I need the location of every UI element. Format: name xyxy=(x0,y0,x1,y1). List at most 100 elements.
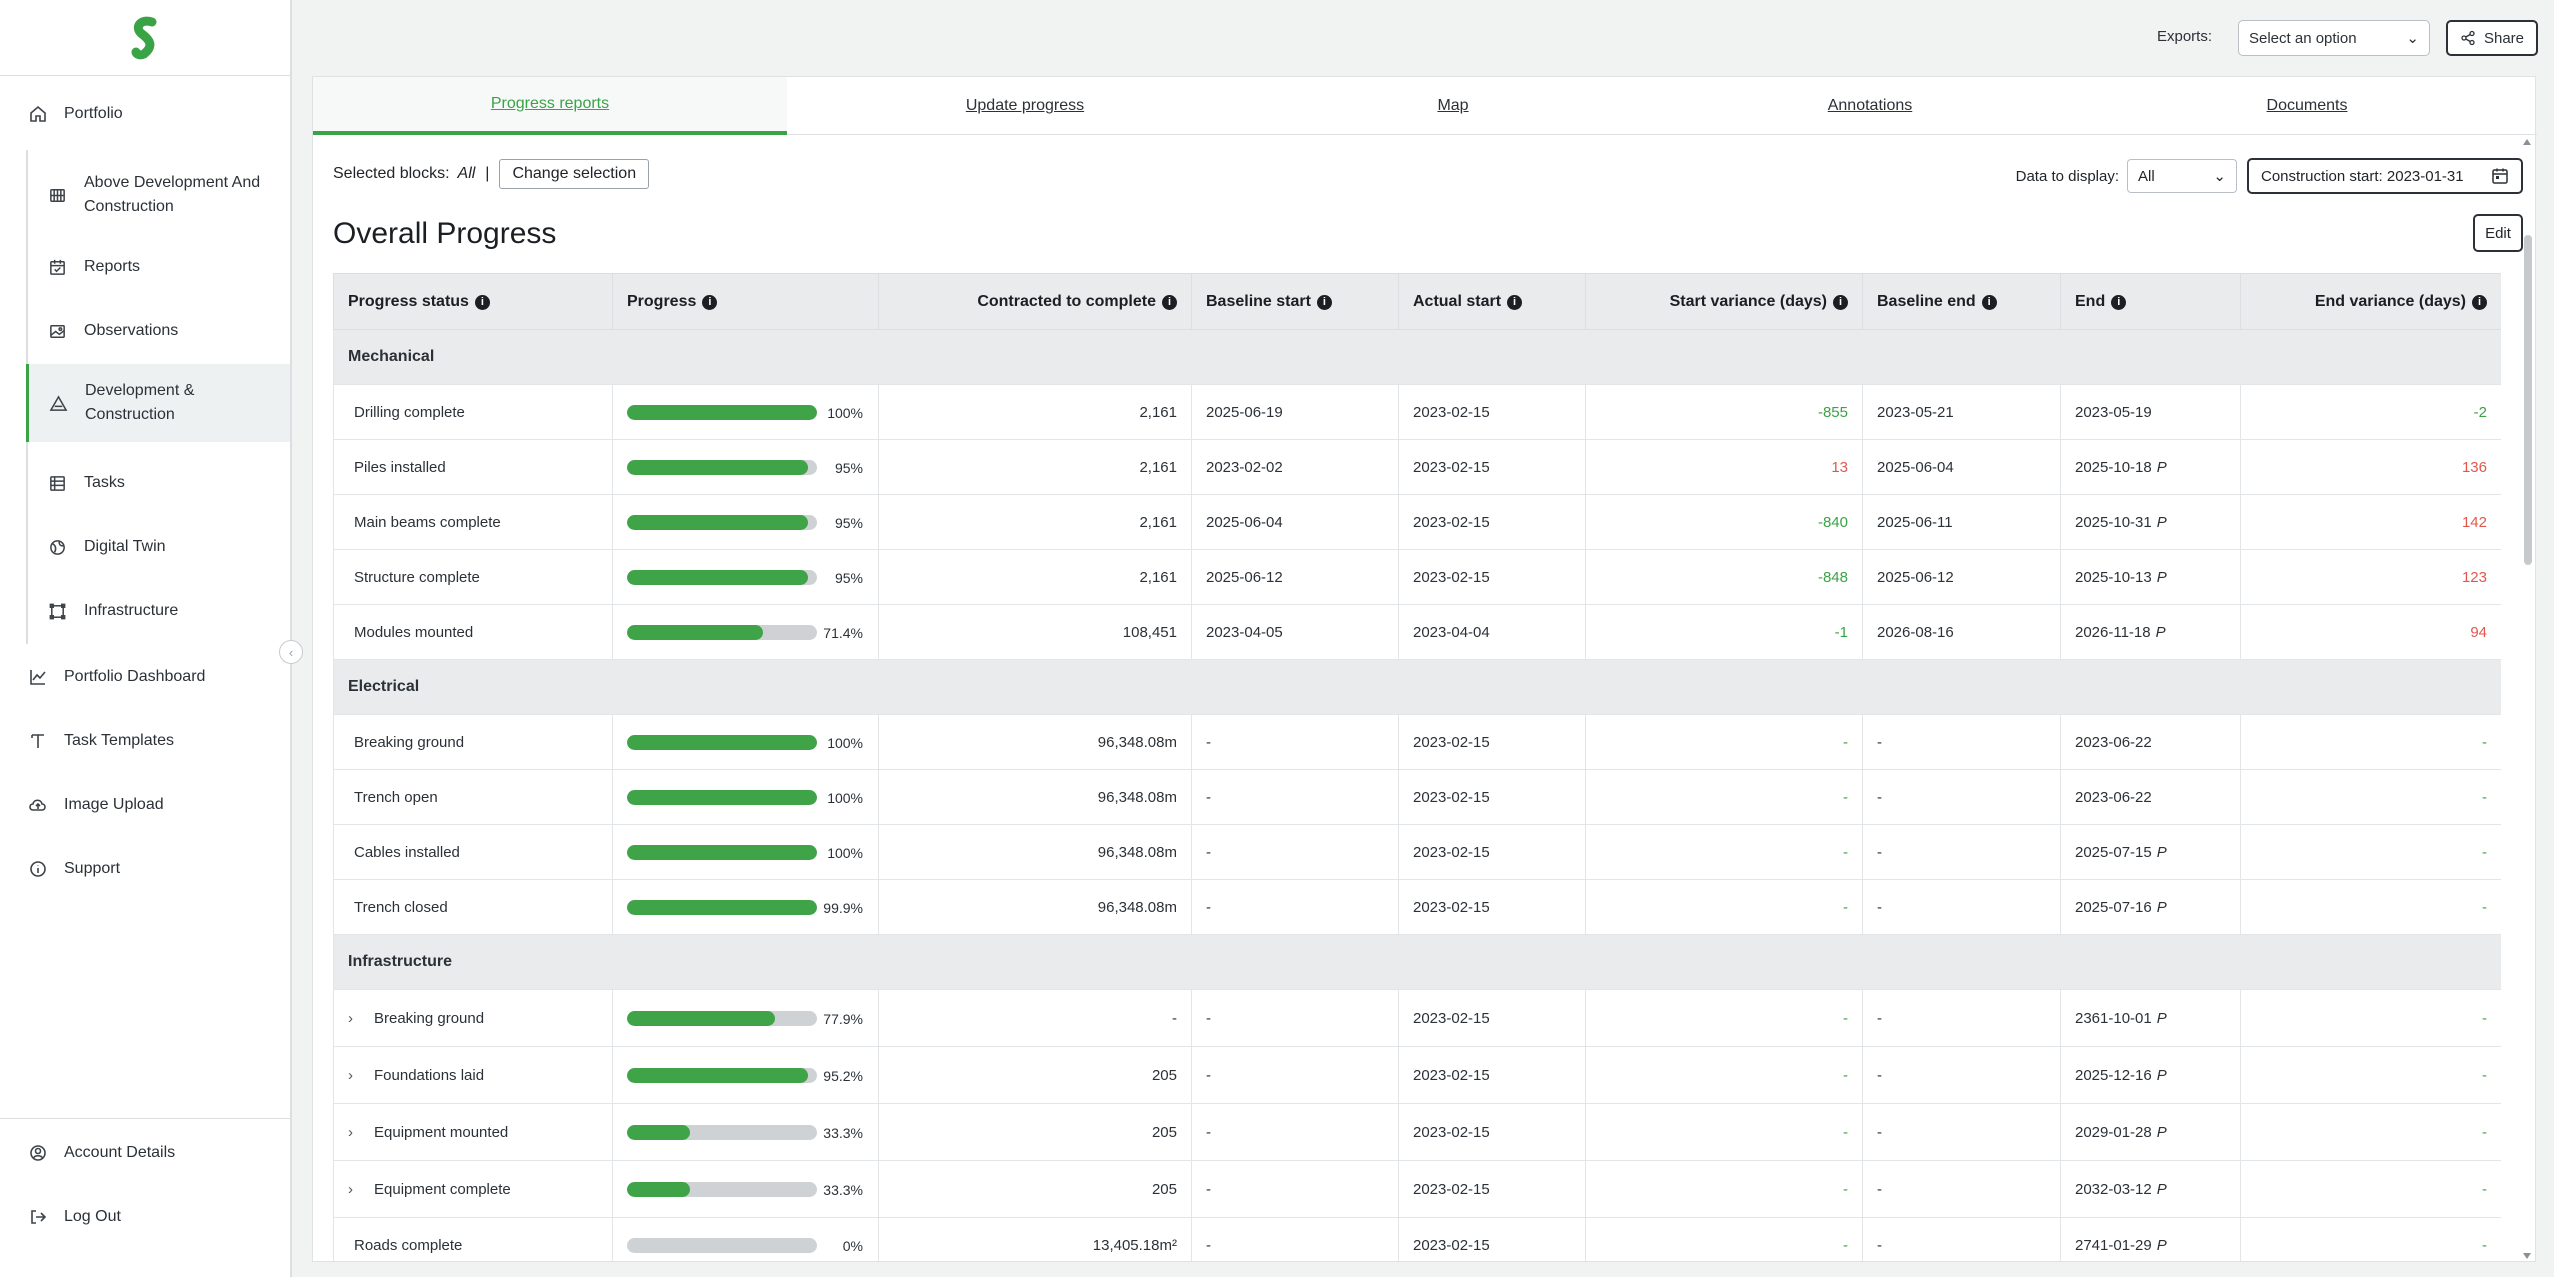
sidebar-item-tasks[interactable]: Tasks xyxy=(28,456,292,510)
collapse-sidebar-button[interactable]: ‹ xyxy=(279,640,303,664)
sidebar-item-reports[interactable]: Reports xyxy=(28,240,292,294)
info-icon[interactable]: i xyxy=(1981,294,1997,310)
progress-bar xyxy=(627,900,817,916)
cell-end-variance: - xyxy=(2240,1217,2501,1261)
info-icon[interactable]: i xyxy=(1316,294,1332,310)
sidebar-item-portfolio[interactable]: Portfolio xyxy=(26,100,123,128)
cell-end: 2023-05-19 xyxy=(2060,384,2241,440)
cell-contracted: 205 xyxy=(878,1160,1192,1218)
cell-contracted: 96,348.08m xyxy=(878,769,1192,825)
progress-fill xyxy=(627,625,763,641)
sidebar-item-infrastructure[interactable]: Infrastructure xyxy=(28,584,292,638)
cell-actual-start: 2023-02-15 xyxy=(1398,494,1586,550)
cell-contracted: 96,348.08m xyxy=(878,824,1192,880)
chevron-right-icon[interactable]: › xyxy=(348,1180,353,1198)
table-row[interactable]: › Foundations laid 95.2% 205-2023-02-15- -20… xyxy=(333,1046,2501,1104)
cell-start-variance: 13 xyxy=(1585,439,1863,495)
cell-actual-start: 2023-04-04 xyxy=(1398,604,1586,660)
cell-end-variance: - xyxy=(2240,1046,2501,1104)
cell-start-variance: - xyxy=(1585,879,1863,935)
progress-bar xyxy=(627,1182,817,1198)
cell-start-variance: - xyxy=(1585,1160,1863,1218)
cell-contracted: 13,405.18m² xyxy=(878,1217,1192,1261)
tab-documents[interactable]: Documents xyxy=(2266,97,2348,114)
info-icon[interactable]: i xyxy=(474,294,490,310)
sidebar-item-observations[interactable]: Observations xyxy=(28,304,292,358)
scroll-down-arrow[interactable] xyxy=(2523,1253,2531,1259)
sidebar-item-label: Task Templates xyxy=(64,732,174,749)
app-logo[interactable] xyxy=(0,0,290,76)
table-row[interactable]: › Breaking ground 77.9% - -2023-02-15- -2361-… xyxy=(333,989,2501,1047)
tab-annotations[interactable]: Annotations xyxy=(1827,97,1913,114)
table-row[interactable]: › Equipment mounted 33.3% 205-2023-02-15- -2… xyxy=(333,1103,2501,1161)
edit-button[interactable]: Edit xyxy=(2473,214,2523,252)
info-icon[interactable]: i xyxy=(1162,294,1177,310)
info-icon[interactable]: i xyxy=(2472,294,2487,310)
sidebar-item-account-details[interactable]: Account Details xyxy=(26,1139,175,1167)
header-baseline-start: Baseline start i xyxy=(1191,273,1399,330)
sidebar-item-log-out[interactable]: Log Out xyxy=(26,1203,121,1231)
section-label: Mechanical xyxy=(333,329,2501,385)
cell-end: 2023-06-22 xyxy=(2060,714,2241,770)
image-icon xyxy=(46,320,68,342)
cell-progress: 100% xyxy=(612,384,879,440)
sidebar-item-support[interactable]: Support xyxy=(26,855,120,883)
cell-status: Modules mounted xyxy=(333,604,613,660)
progress-percent: 77.9% xyxy=(823,1010,863,1027)
cell-end: 2025-10-18 P xyxy=(2060,439,2241,495)
cell-end-variance: 142 xyxy=(2240,494,2501,550)
scroll-up-arrow[interactable] xyxy=(2523,139,2531,145)
sidebar-item-digital-twin[interactable]: Digital Twin xyxy=(28,520,292,574)
chevron-right-icon[interactable]: › xyxy=(348,1009,353,1027)
info-icon[interactable]: i xyxy=(2111,294,2127,310)
sidebar-item-image-upload[interactable]: Image Upload xyxy=(26,791,164,819)
table-row: Cables installed 100% 96,348.08m -2023-02-1… xyxy=(333,824,2501,880)
progress-fill xyxy=(627,1068,808,1084)
tab-progress-reports[interactable]: Progress reports xyxy=(313,77,787,135)
end-date: 2025-12-16 xyxy=(2075,1066,2152,1084)
end-date: 2025-07-15 xyxy=(2075,843,2152,861)
projected-marker: P xyxy=(2156,1009,2167,1027)
cell-baseline-start: - xyxy=(1191,879,1399,935)
progress-bar xyxy=(627,405,817,421)
cell-progress: 33.3% xyxy=(612,1103,879,1161)
sidebar-item-development-construction[interactable]: Development & Construction xyxy=(26,364,290,442)
info-icon[interactable]: i xyxy=(1833,294,1848,310)
share-button[interactable]: Share xyxy=(2446,20,2538,56)
cell-baseline-end: - xyxy=(1862,989,2061,1047)
data-to-display-select[interactable]: All ⌄ xyxy=(2127,159,2237,193)
sidebar-item-portfolio-dashboard[interactable]: Portfolio Dashboard xyxy=(26,663,205,691)
projected-marker: P xyxy=(2156,1066,2167,1084)
table-row[interactable]: › Equipment complete 33.3% 205-2023-02-15- -… xyxy=(333,1160,2501,1218)
tab-map[interactable]: Map xyxy=(1437,97,1469,114)
cell-actual-start: 2023-02-15 xyxy=(1398,549,1586,605)
change-selection-button[interactable]: Change selection xyxy=(499,159,650,189)
progress-bar xyxy=(627,460,817,476)
sidebar-item-above-development[interactable]: Above Development And Construction xyxy=(28,166,292,224)
cell-end-variance: - xyxy=(2240,879,2501,935)
chevron-right-icon[interactable]: › xyxy=(348,1066,353,1084)
tab-bar: Progress reports Update progress Map Ann… xyxy=(313,77,2537,135)
status-label: Trench closed xyxy=(354,898,448,916)
scrollbar-thumb[interactable] xyxy=(2524,235,2532,565)
tab-update-progress[interactable]: Update progress xyxy=(965,97,1085,114)
info-icon[interactable]: i xyxy=(1507,294,1523,310)
progress-fill xyxy=(627,1182,691,1198)
sidebar-item-task-templates[interactable]: Task Templates xyxy=(26,727,174,755)
progress-bar xyxy=(627,625,817,641)
cell-end: 2026-11-18 P xyxy=(2060,604,2241,660)
chevron-right-icon[interactable]: › xyxy=(348,1123,353,1141)
cell-baseline-end: - xyxy=(1862,1046,2061,1104)
selected-blocks-value: All xyxy=(457,165,476,182)
end-date: 2023-06-22 xyxy=(2075,788,2152,806)
list-icon xyxy=(46,472,68,494)
cell-end-variance: - xyxy=(2240,769,2501,825)
header-contracted: Contracted to complete i xyxy=(878,273,1192,330)
exports-select[interactable]: Select an option ⌄ xyxy=(2238,20,2430,56)
scrollbar[interactable] xyxy=(2521,137,2535,1261)
exports-label: Exports: xyxy=(2156,28,2212,45)
construction-start-button[interactable]: Construction start: 2023-01-31 xyxy=(2247,158,2523,194)
info-icon[interactable]: i xyxy=(702,294,718,310)
share-label: Share xyxy=(2483,29,2525,47)
triangle-icon xyxy=(47,392,69,414)
